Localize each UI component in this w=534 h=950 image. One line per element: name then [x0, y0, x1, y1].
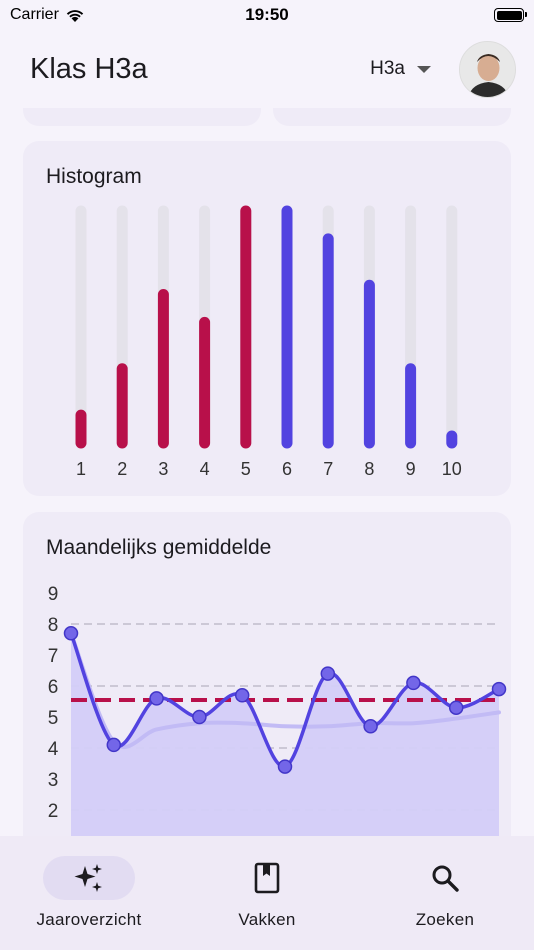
nav-jaaroverzicht[interactable]: Jaaroverzicht: [0, 836, 178, 950]
histogram-x-label: 1: [76, 459, 86, 479]
data-point[interactable]: [320, 666, 336, 681]
y-tick-label: 5: [48, 708, 59, 729]
search-icon: [432, 865, 459, 892]
data-point[interactable]: [406, 675, 421, 691]
bottom-navigation: Jaaroverzicht Vakken Zoeken: [0, 836, 534, 950]
class-dropdown-value: H3a: [370, 58, 405, 79]
caret-down-icon: [417, 65, 431, 73]
y-tick-label: 2: [48, 801, 59, 822]
histogram-x-label: 5: [241, 459, 251, 479]
data-point[interactable]: [363, 719, 378, 734]
summary-card-left: [23, 108, 261, 126]
nav-label: Jaaroverzicht: [36, 910, 142, 929]
histogram-x-label: 7: [323, 459, 333, 479]
histogram-x-label: 9: [406, 459, 416, 479]
y-tick-label: 7: [48, 646, 59, 667]
histogram-x-label: 10: [442, 459, 462, 479]
data-point[interactable]: [106, 737, 122, 753]
scroll-content[interactable]: Histogram 1 2 3 4 5 6 7 8 9 10 Maandelijks gemidd…: [0, 108, 534, 836]
average-area: [71, 633, 499, 836]
monthly-average-chart: 9 8 7 6 5 4 3 2: [48, 584, 507, 836]
y-tick-label: 6: [48, 677, 59, 698]
monthly-average-title: Maandelijks gemiddelde: [46, 536, 272, 559]
nav-vakken[interactable]: Vakken: [178, 836, 356, 950]
data-point[interactable]: [491, 681, 507, 697]
data-point[interactable]: [234, 688, 250, 703]
histogram-x-label: 8: [364, 459, 374, 479]
y-tick-label: 4: [48, 739, 59, 760]
app-bar: Klas H3a H3a: [0, 30, 534, 108]
avatar-photo: [460, 41, 515, 97]
histogram-x-label: 3: [158, 459, 168, 479]
histogram-title: Histogram: [46, 165, 142, 188]
data-point[interactable]: [277, 759, 293, 774]
nav-zoeken[interactable]: Zoeken: [356, 836, 534, 950]
sparkle-icon: [74, 864, 102, 892]
data-point[interactable]: [149, 691, 164, 706]
avatar[interactable]: [459, 40, 516, 98]
y-tick-label: 8: [48, 615, 59, 636]
trend-line: [69, 631, 501, 750]
clock: 19:50: [245, 5, 289, 24]
monthly-average-card: Maandelijks gemiddelde 9 8 7 6 5 4 3 2: [23, 512, 511, 836]
class-dropdown[interactable]: H3a: [370, 58, 431, 80]
data-point[interactable]: [448, 700, 464, 715]
page-title: Klas H3a: [30, 52, 148, 85]
histogram-x-label: 6: [282, 459, 292, 479]
data-point[interactable]: [192, 709, 207, 725]
y-tick-label: 3: [48, 770, 59, 791]
y-tick-label: 9: [48, 584, 59, 605]
carrier-label: Carrier: [10, 6, 59, 23]
histogram-chart: 1 2 3 4 5 6 7 8 9 10: [75, 205, 462, 479]
histogram-x-label: 4: [200, 459, 210, 479]
wifi-icon: [66, 9, 84, 22]
battery-icon: [494, 8, 527, 22]
nav-label: Vakken: [238, 910, 296, 929]
data-point[interactable]: [63, 626, 79, 641]
book-icon: [254, 862, 280, 894]
histogram-card: Histogram 1 2 3 4 5 6 7 8 9 10: [23, 141, 511, 496]
histogram-x-label: 2: [117, 459, 127, 479]
nav-label: Zoeken: [415, 910, 475, 929]
summary-card-right: [273, 108, 511, 126]
status-bar: Carrier 19:50: [0, 0, 534, 30]
